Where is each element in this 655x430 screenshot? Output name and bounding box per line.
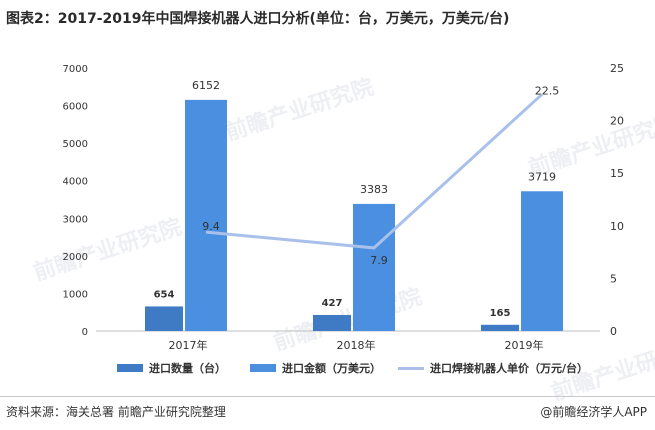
y-right-tick-label: 20 [610,115,624,128]
y-left-tick-label: 1000 [63,289,88,300]
x-tick-label: 2019年 [505,338,544,352]
data-label-qty: 654 [154,289,175,300]
bar-amount [185,99,227,332]
legend-item-amount: 进口金额（万美元） [250,360,381,376]
y-left-tick-label: 7000 [63,64,88,75]
y-left-tick-label: 3000 [63,214,88,225]
y-left-tick-label: 0 [82,327,88,338]
data-label-price: 9.4 [202,220,220,233]
legend-label-price: 进口焊接机器人单价（万元/台） [430,362,589,375]
y-right-tick-label: 10 [610,220,624,233]
legend-swatch-amount [250,364,276,372]
legend-item-price: 进口焊接机器人单价（万元/台） [398,360,588,376]
y-left-tick-label: 2000 [63,252,88,263]
combo-chart: 0 1000 2000 3000 4000 5000 6000 7000 0 5 10 15 20 25 2… [63,62,624,352]
data-label-price: 7.9 [370,254,388,267]
y-right-tick-label: 5 [610,272,617,285]
data-label-qty: 427 [322,298,343,309]
bar-amount [353,203,395,331]
legend-swatch-qty [117,364,143,372]
x-tick-label: 2018年 [337,338,376,352]
legend-label-amount: 进口金额（万美元） [282,362,381,375]
y-right-tick-label: 15 [610,167,624,180]
data-label-qty: 165 [490,308,511,319]
legend-swatch-price [398,366,424,370]
bar-amount [521,191,563,331]
x-tick-label: 2017年 [169,338,208,352]
line-price [205,93,544,250]
y-left-tick-label: 5000 [63,139,88,150]
y-right-tick-label: 0 [610,325,617,338]
bar-qty [313,314,351,331]
y-right-tick-label: 25 [610,62,624,75]
y-left-tick-label: 4000 [63,177,88,188]
data-label-amount: 3719 [528,170,556,183]
legend-label-qty: 进口数量（台） [149,362,226,375]
legend-item-qty: 进口数量（台） [117,360,226,376]
y-left-tick-label: 6000 [63,102,88,113]
source-note: 资料来源：海关总署 前瞻产业研究院整理 [6,405,226,419]
data-label-amount: 3383 [360,183,388,196]
data-label-amount: 6152 [192,79,220,92]
bar-qty [481,324,519,331]
brand-credit: @前瞻经济学人APP [540,405,647,419]
chart-title: 图表2：2017-2019年中国焊接机器人进口分析(单位：台，万美元，万美元/台… [6,11,510,27]
footer-divider [0,396,655,397]
data-label-price: 22.5 [535,84,560,97]
legend: 进口数量（台） 进口金额（万美元） 进口焊接机器人单价（万元/台） [0,360,655,384]
bar-qty [145,306,183,331]
